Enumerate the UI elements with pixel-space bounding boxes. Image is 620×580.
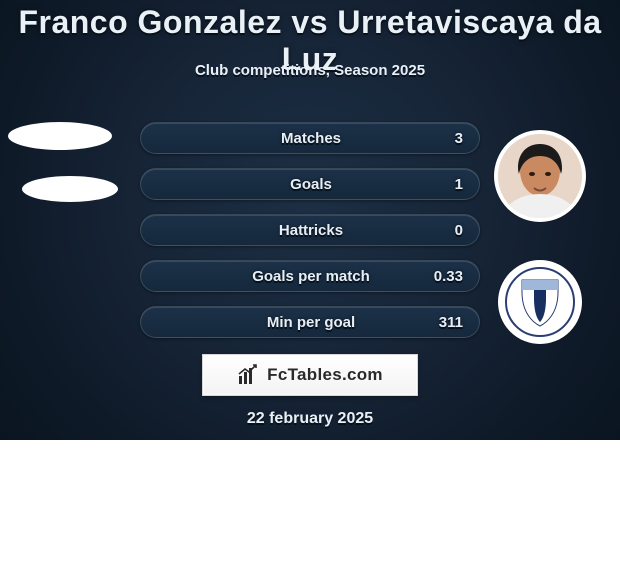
source-badge-label: FcTables.com [267,365,383,385]
club-crest [498,260,582,344]
stat-label: Goals [141,169,481,201]
stat-pill: Goals1 [140,168,480,200]
source-badge: FcTables.com [202,354,418,396]
background-light [0,440,620,580]
stat-pill: Matches3 [140,122,480,154]
card-subtitle: Club competitions, Season 2025 [0,62,620,79]
stat-label: Goals per match [141,261,481,293]
stat-value: 0 [455,215,463,247]
player-avatar-svg [498,134,582,218]
player-avatar [494,130,586,222]
stat-value: 3 [455,123,463,155]
stat-pill: Hattricks0 [140,214,480,246]
bar-chart-icon [237,364,259,386]
stat-pill: Goals per match0.33 [140,260,480,292]
stat-label: Hattricks [141,215,481,247]
stat-pill: Min per goal311 [140,306,480,338]
stat-value: 0.33 [434,261,463,293]
left-ellipse [22,176,118,202]
stat-value: 1 [455,169,463,201]
comparison-card: Franco Gonzalez vs Urretaviscaya da Luz … [0,0,620,580]
stat-value: 311 [439,307,463,339]
club-crest-svg [502,264,578,340]
stat-label: Min per goal [141,307,481,339]
stat-label: Matches [141,123,481,155]
left-ellipse [8,122,112,150]
date-line: 22 february 2025 [0,410,620,428]
